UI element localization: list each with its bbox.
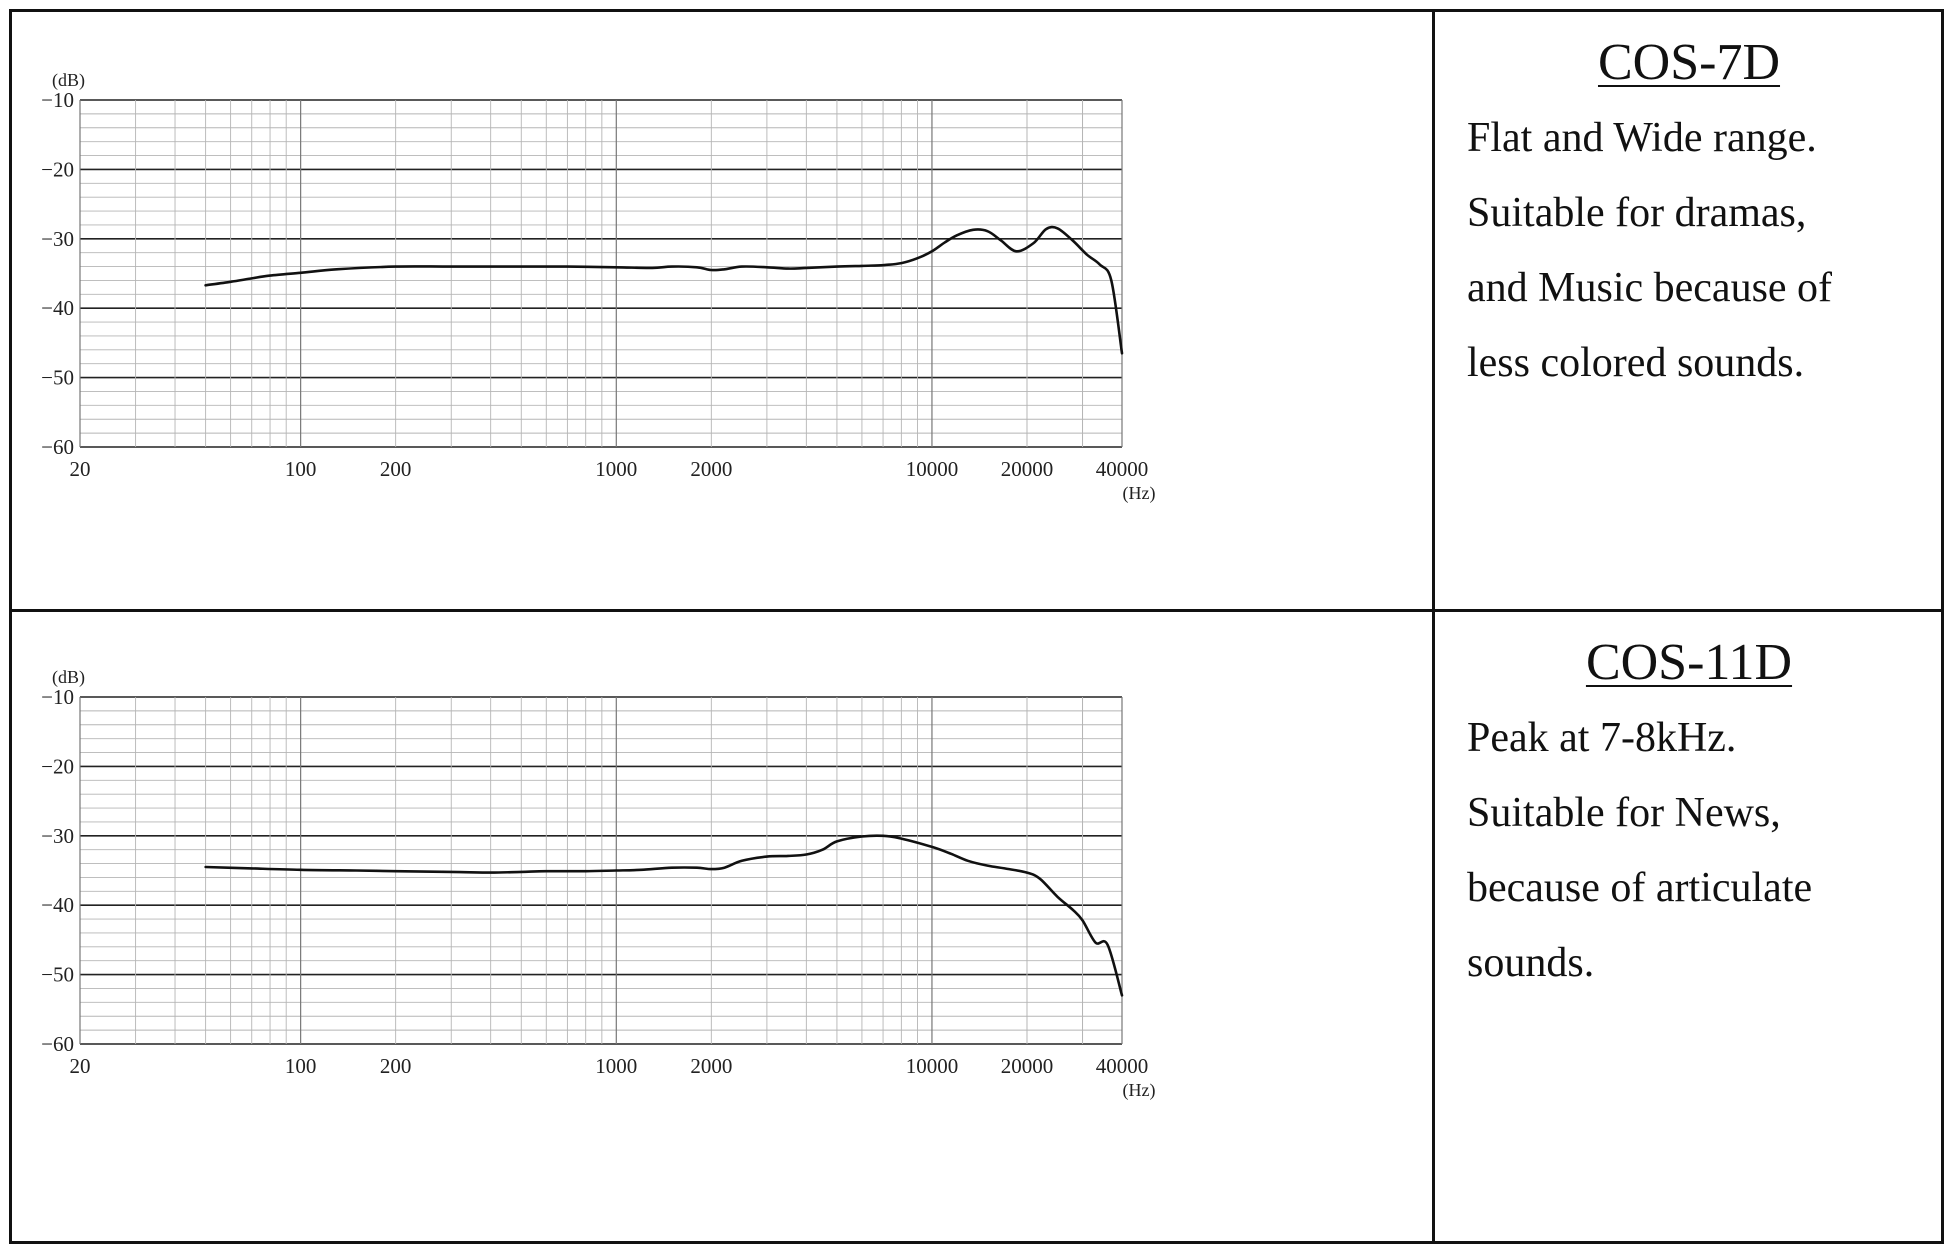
mic-description: Peak at 7-8kHz. Suitable for News, becau…	[1435, 701, 1943, 1001]
x-axis-label: (Hz)	[1123, 483, 1156, 504]
x-tick-label: 200	[380, 1054, 412, 1078]
text-cell-cos-7d: COS-7D Flat and Wide range. Suitable for…	[1435, 12, 1943, 609]
frequency-response-curve	[204, 834, 1124, 997]
y-axis-label: (dB)	[52, 70, 85, 91]
frame-right-border	[1941, 9, 1944, 1244]
x-tick-label: 2000	[690, 1054, 732, 1078]
x-axis-label: (Hz)	[1123, 1080, 1156, 1101]
mic-title: COS-11D	[1585, 634, 1793, 691]
frame-left-border	[9, 9, 12, 1244]
x-tick-label: 40000	[1096, 1054, 1149, 1078]
y-tick-label: −60	[41, 435, 74, 459]
description-line: Flat and Wide range.	[1467, 115, 1817, 162]
description-line: less colored sounds.	[1467, 340, 1805, 387]
y-tick-label: −20	[41, 157, 74, 181]
y-axis-label: (dB)	[52, 667, 85, 688]
text-cell-cos-11d: COS-11D Peak at 7-8kHz. Suitable for New…	[1435, 612, 1943, 1241]
y-tick-label: −40	[41, 296, 74, 320]
y-tick-label: −10	[41, 88, 74, 112]
frame-horizontal-divider	[9, 609, 1944, 612]
frame-vertical-divider	[1432, 9, 1435, 1244]
description-line: Suitable for News,	[1467, 790, 1781, 837]
x-tick-label: 20	[70, 457, 91, 481]
description-line: sounds.	[1467, 940, 1595, 987]
y-tick-label: −30	[41, 227, 74, 251]
figure-frame: −10 −20 −30 −40 −50 −60 (dB) 20 100 200 1000 2000 10…	[9, 9, 1944, 1244]
y-tick-label: −30	[41, 824, 74, 848]
x-tick-label: 20	[70, 1054, 91, 1078]
y-tick-label: −10	[41, 685, 74, 709]
x-tick-label: 100	[285, 457, 317, 481]
mic-title: COS-7D	[1597, 34, 1781, 91]
chart-cell-cos-11d: −10 −20 −30 −40 −50 −60 (dB) 20 100 200 1000 2000 10…	[12, 612, 1436, 1241]
y-tick-label: −50	[41, 366, 74, 390]
description-line: Peak at 7-8kHz.	[1467, 715, 1737, 762]
y-tick-label: −50	[41, 963, 74, 987]
y-tick-label: −40	[41, 893, 74, 917]
x-tick-label: 10000	[906, 1054, 959, 1078]
x-tick-label: 20000	[1001, 1054, 1054, 1078]
frame-top-border	[9, 9, 1944, 12]
y-tick-label: −20	[41, 754, 74, 778]
description-line: because of articulate	[1467, 865, 1813, 912]
description-line: and Music because of	[1467, 265, 1833, 312]
chart-cell-cos-7d: −10 −20 −30 −40 −50 −60 (dB) 20 100 200 1000 2000 10…	[12, 12, 1436, 609]
x-tick-label: 2000	[690, 457, 732, 481]
frequency-response-curve	[204, 225, 1124, 355]
frame-bottom-border	[9, 1241, 1944, 1244]
mic-description: Flat and Wide range. Suitable for dramas…	[1435, 101, 1943, 401]
x-tick-label: 1000	[595, 1054, 637, 1078]
x-tick-label: 40000	[1096, 457, 1149, 481]
x-tick-label: 20000	[1001, 457, 1054, 481]
y-tick-label: −60	[41, 1032, 74, 1056]
x-tick-label: 1000	[595, 457, 637, 481]
x-tick-label: 100	[285, 1054, 317, 1078]
frequency-response-chart-cos-11d: −10 −20 −30 −40 −50 −60 (dB) 20 100 200 1000 2000 10…	[41, 667, 1156, 1101]
description-line: Suitable for dramas,	[1467, 190, 1807, 237]
x-tick-label: 10000	[906, 457, 959, 481]
x-tick-label: 200	[380, 457, 412, 481]
frequency-response-chart-cos-7d: −10 −20 −30 −40 −50 −60 (dB) 20 100 200 1000 2000 10…	[41, 70, 1156, 504]
